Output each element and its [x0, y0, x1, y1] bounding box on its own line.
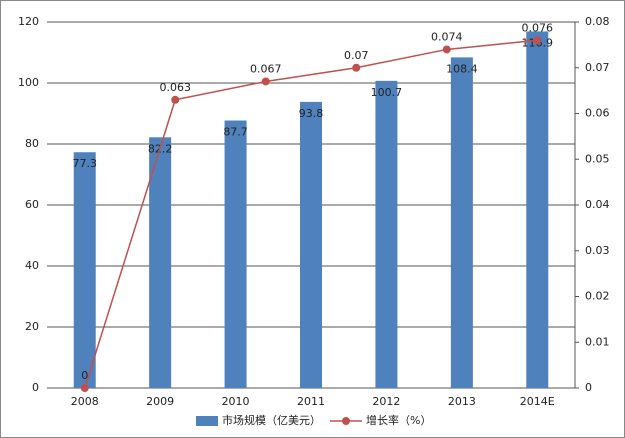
growth-point — [352, 63, 361, 72]
bar-value-label: 93.8 — [299, 107, 324, 120]
growth-point — [533, 36, 542, 45]
y2-tick-label: 0.02 — [585, 290, 610, 303]
bar — [375, 80, 398, 389]
x-tick-label: 2014E — [520, 395, 555, 408]
legend-swatch — [196, 416, 218, 426]
y-tick-label: 80 — [25, 137, 39, 150]
y-tick-label: 100 — [18, 76, 39, 89]
y-tick-label: 40 — [25, 259, 39, 272]
line-value-label: 0.074 — [431, 30, 463, 43]
bar-value-label: 100.7 — [371, 86, 403, 99]
y-tick-label: 20 — [25, 320, 39, 333]
x-tick-label: 2009 — [146, 395, 174, 408]
y2-tick-label: 0 — [585, 381, 592, 394]
x-tick-label: 2008 — [71, 395, 99, 408]
y-tick-label: 120 — [18, 15, 39, 28]
line-value-label: 0.076 — [522, 21, 554, 34]
growth-point — [80, 384, 89, 392]
bar — [149, 137, 172, 388]
bar — [73, 152, 96, 388]
line-value-label: 0.07 — [344, 49, 369, 62]
bar-value-label: 108.4 — [446, 62, 478, 75]
bar — [300, 101, 322, 388]
y2-tick-label: 0.01 — [585, 335, 610, 348]
line-value-label: 0 — [81, 369, 88, 382]
x-tick-label: 2011 — [297, 395, 325, 408]
growth-line — [83, 39, 538, 389]
growth-point — [261, 77, 270, 86]
legend-label: 增长率（%） — [366, 413, 431, 427]
bar — [224, 120, 247, 388]
bar-value-label: 87.7 — [223, 126, 248, 139]
legend-marker — [342, 417, 350, 425]
y2-tick-label: 0.03 — [585, 244, 610, 257]
y2-tick-label: 0.05 — [585, 152, 610, 165]
growth-point — [442, 45, 451, 54]
y-tick-label: 0 — [32, 381, 39, 394]
growth-point — [171, 95, 180, 104]
y2-tick-label: 0.08 — [585, 15, 610, 28]
y2-tick-label: 0.07 — [585, 61, 610, 74]
line-value-label: 0.067 — [250, 62, 282, 75]
x-tick-label: 2010 — [222, 395, 250, 408]
x-tick-label: 2013 — [448, 395, 476, 408]
legend-label: 市场规模（亿美元） — [222, 413, 321, 427]
y2-tick-label: 0.06 — [585, 107, 610, 120]
x-tick-label: 2012 — [372, 395, 400, 408]
y2-tick-label: 0.04 — [585, 198, 610, 211]
bar — [450, 57, 473, 388]
bar-value-label: 77.3 — [72, 157, 97, 170]
line-value-label: 0.063 — [159, 81, 191, 94]
y-tick-label: 60 — [25, 198, 39, 211]
bar — [526, 31, 549, 389]
